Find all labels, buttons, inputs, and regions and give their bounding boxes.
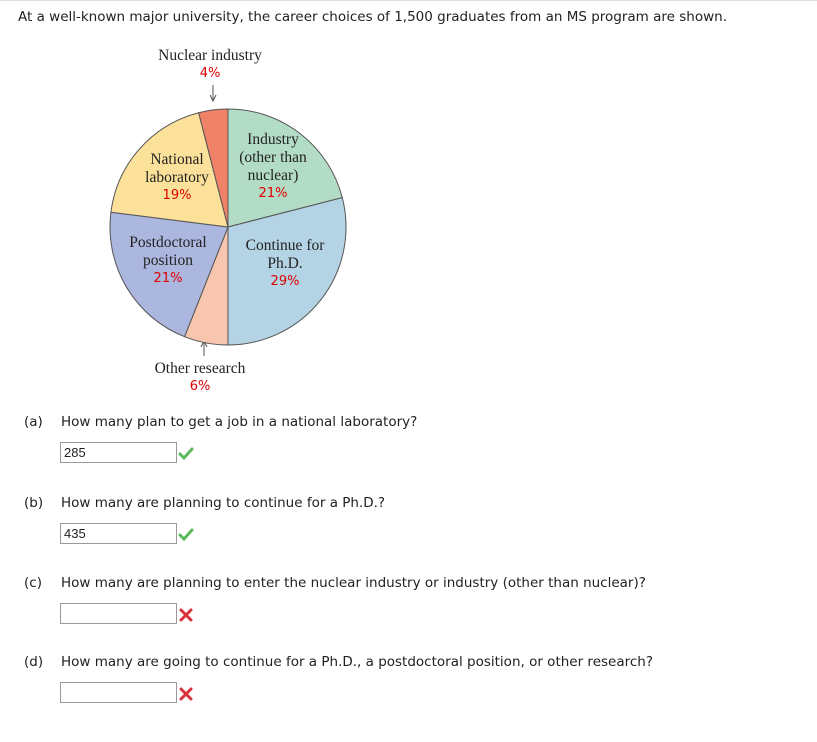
answer-input[interactable] (60, 682, 177, 703)
pie-slice (110, 112, 229, 228)
question-text: How many are planning to continue for a … (61, 495, 386, 511)
pie-slice (109, 211, 229, 338)
value-label: 21% (153, 271, 183, 286)
correct-icon (178, 528, 194, 542)
question-text: How many are going to continue for a Ph.… (61, 654, 654, 670)
answer-input[interactable]: 285 (60, 442, 177, 463)
incorrect-icon (179, 687, 193, 701)
check-mark (178, 447, 194, 461)
category-label: Continue for Ph.D. (245, 237, 325, 272)
category-label: Postdoctoral position (129, 234, 207, 269)
incorrect-icon (179, 608, 193, 622)
question: (d) How many are going to continue for a … (24, 654, 653, 670)
value-label: 29% (270, 274, 300, 289)
pie-slice (227, 108, 343, 228)
category-label: Other research (154, 360, 246, 377)
correct-icon (178, 447, 194, 461)
question: (c) How many are planning to enter the nu… (24, 575, 646, 591)
question: (a) How many plan to get a job in a natio… (24, 414, 417, 430)
value-label: 6% (189, 379, 211, 394)
slice-label: Continue for Ph.D. 29% (235, 237, 335, 291)
category-label: Nuclear industry (158, 47, 262, 64)
question: (b) How many are planning to continue for… (24, 495, 385, 511)
slice-label: National laboratory 19% (137, 151, 217, 205)
category-label: Industry (other than nuclear) (239, 131, 307, 184)
question-text: How many plan to get a job in a national… (61, 414, 418, 430)
question-letter: (b) (24, 495, 44, 511)
pie-slice (227, 197, 347, 346)
value-label: 19% (162, 188, 192, 203)
question-letter: (d) (24, 654, 44, 670)
pie-slice (198, 108, 229, 228)
question-text: How many are planning to enter the nucle… (61, 575, 646, 591)
category-label: National laboratory (145, 151, 209, 186)
check-mark (178, 528, 194, 542)
question-letter: (c) (24, 575, 42, 591)
value-label: 4% (199, 66, 221, 81)
intro-text: At a well-known major university, the ca… (18, 9, 727, 25)
slice-label: Nuclear industry 4% (130, 47, 290, 83)
question-letter: (a) (24, 414, 43, 430)
answer-input[interactable] (60, 603, 177, 624)
divider (0, 0, 817, 1)
slice-label: Postdoctoral position 21% (118, 234, 218, 288)
x-mark (179, 687, 193, 701)
answer-input[interactable]: 435 (60, 523, 177, 544)
arrow-head (209, 94, 217, 103)
slice-label: Industry (other than nuclear) 21% (231, 131, 315, 203)
x-mark (179, 608, 193, 622)
value-label: 21% (258, 186, 288, 201)
slice-label: Other research 6% (130, 360, 270, 396)
